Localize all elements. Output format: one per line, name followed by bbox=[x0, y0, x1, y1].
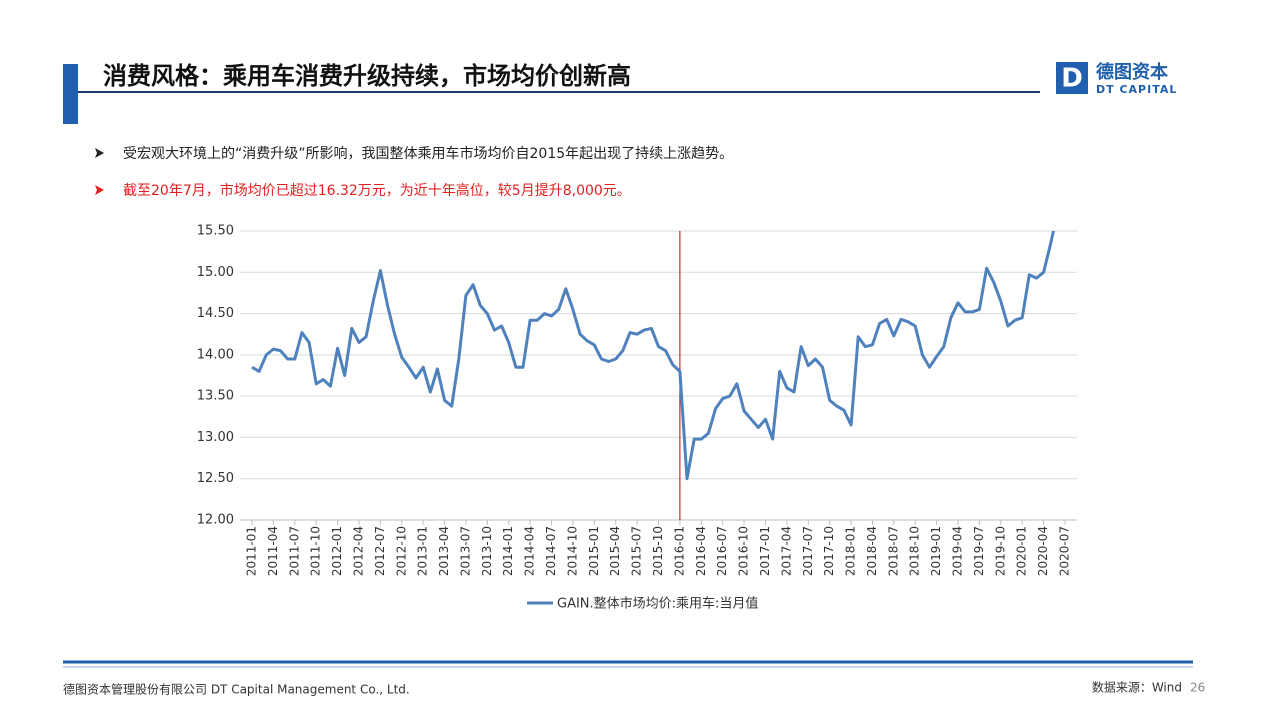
x-tick-label: 2011-07 bbox=[287, 526, 301, 576]
x-tick-label: 2013-07 bbox=[458, 526, 472, 576]
y-tick-label: 15.00 bbox=[197, 265, 234, 280]
page-number: 26 bbox=[1190, 681, 1205, 695]
x-tick-label: 2016-01 bbox=[672, 526, 686, 576]
y-tick-label: 14.00 bbox=[197, 347, 234, 362]
x-tick-label: 2014-01 bbox=[501, 526, 515, 576]
x-tick-label: 2020-04 bbox=[1036, 526, 1050, 576]
logo-letter: D bbox=[1061, 64, 1083, 94]
bullet-icon bbox=[95, 148, 104, 158]
x-tick-label: 2016-10 bbox=[737, 526, 751, 576]
x-tick-label: 2012-10 bbox=[394, 526, 408, 576]
x-tick-label: 2015-10 bbox=[651, 526, 665, 576]
logo-en: DT CAPITAL bbox=[1096, 83, 1177, 96]
title-accent bbox=[63, 64, 78, 124]
y-tick-label: 14.50 bbox=[197, 306, 234, 321]
footer-company: 德图资本管理股份有限公司 DT Capital Management Co., … bbox=[63, 682, 410, 697]
x-tick-label: 2014-04 bbox=[523, 526, 537, 576]
x-tick-label: 2017-07 bbox=[801, 526, 815, 576]
x-tick-label: 2017-04 bbox=[779, 526, 793, 576]
x-tick-label: 2013-04 bbox=[437, 526, 451, 576]
x-tick-label: 2015-01 bbox=[587, 526, 601, 576]
x-tick-label: 2016-07 bbox=[715, 526, 729, 576]
series-line bbox=[251, 231, 1055, 481]
x-tick-label: 2018-10 bbox=[908, 526, 922, 576]
x-tick-label: 2017-01 bbox=[758, 526, 772, 576]
x-tick-label: 2011-04 bbox=[266, 526, 280, 576]
bullet-icon bbox=[95, 185, 104, 195]
y-tick-label: 12.00 bbox=[197, 513, 234, 528]
x-tick-label: 2019-07 bbox=[972, 526, 986, 576]
slide-title: 消费风格：乘用车消费升级持续，市场均价创新高 bbox=[103, 62, 631, 90]
x-tick-label: 2017-10 bbox=[822, 526, 836, 576]
x-tick-label: 2015-04 bbox=[608, 526, 622, 576]
x-tick-label: 2016-04 bbox=[694, 526, 708, 576]
x-tick-label: 2015-07 bbox=[630, 526, 644, 576]
y-tick-label: 13.00 bbox=[197, 430, 234, 445]
x-tick-label: 2019-10 bbox=[993, 526, 1007, 576]
footer-source: 数据来源：Wind bbox=[1092, 680, 1182, 695]
x-tick-label: 2019-01 bbox=[929, 526, 943, 576]
y-tick-label: 15.50 bbox=[197, 224, 234, 239]
logo-cn: 德图资本 bbox=[1096, 61, 1168, 83]
x-tick-label: 2011-01 bbox=[245, 526, 259, 576]
x-tick-label: 2012-04 bbox=[351, 526, 365, 576]
bullet-text: 截至20年7月，市场均价已超过16.32万元，为近十年高位，较5月提升8,000… bbox=[123, 182, 631, 199]
x-tick-label: 2018-07 bbox=[886, 526, 900, 576]
x-tick-label: 2013-01 bbox=[416, 526, 430, 576]
x-tick-label: 2012-07 bbox=[373, 526, 387, 576]
y-tick-label: 13.50 bbox=[197, 389, 234, 404]
legend-label: GAIN.整体市场均价:乘用车:当月值 bbox=[557, 596, 758, 612]
x-tick-label: 2013-10 bbox=[480, 526, 494, 576]
y-tick-label: 12.50 bbox=[197, 471, 234, 486]
x-tick-label: 2011-10 bbox=[309, 526, 323, 576]
x-tick-label: 2014-07 bbox=[544, 526, 558, 576]
x-tick-label: 2014-10 bbox=[565, 526, 579, 576]
x-tick-label: 2012-01 bbox=[330, 526, 344, 576]
logo-box bbox=[1056, 62, 1088, 94]
x-tick-label: 2019-04 bbox=[951, 526, 965, 576]
bullet-text: 受宏观大环境上的“消费升级”所影响，我国整体乘用车市场均价自2015年起出现了持… bbox=[123, 145, 733, 162]
x-tick-label: 2020-07 bbox=[1058, 526, 1072, 576]
x-tick-label: 2018-01 bbox=[844, 526, 858, 576]
x-tick-label: 2020-01 bbox=[1015, 526, 1029, 576]
x-tick-label: 2018-04 bbox=[865, 526, 879, 576]
